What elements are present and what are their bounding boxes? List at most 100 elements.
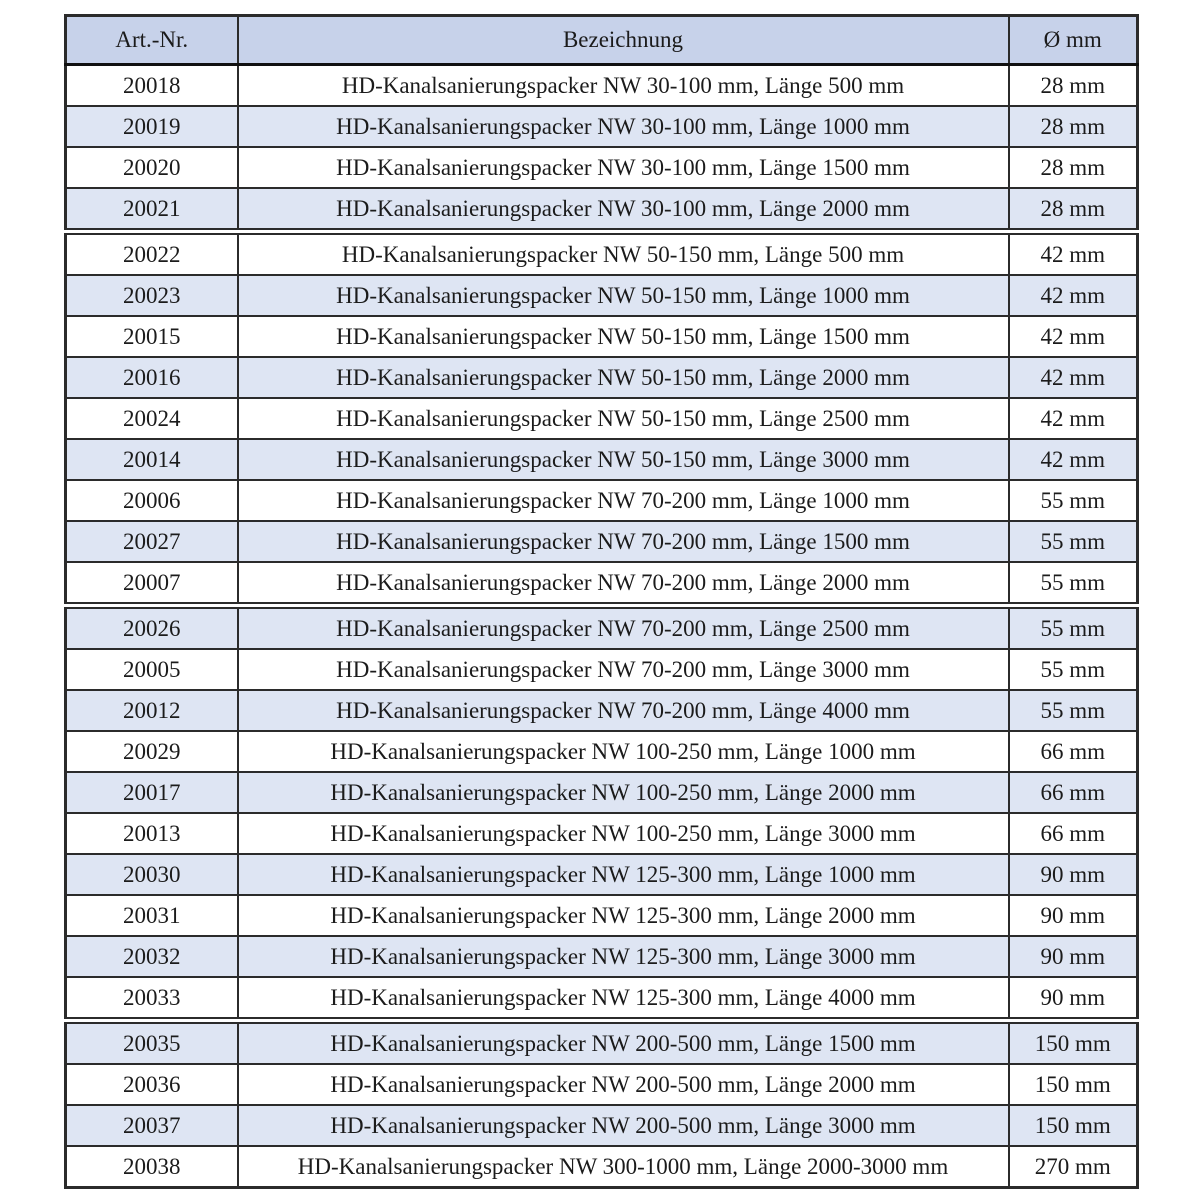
durchmesser-cell: 66 mm (1007, 771, 1139, 814)
art-nr-cell: 20013 (64, 812, 239, 855)
col-header-art-nr: Art.-Nr. (64, 14, 239, 66)
art-nr-cell: 20032 (64, 935, 239, 978)
bezeichnung-cell: HD-Kanalsanierungspacker NW 200-500 mm, … (236, 1063, 1010, 1106)
durchmesser-cell: 42 mm (1007, 315, 1139, 358)
bezeichnung-cell: HD-Kanalsanierungspacker NW 30-100 mm, L… (236, 63, 1010, 107)
product-table-body: 20018 HD-Kanalsanierungspacker NW 30-100 … (64, 63, 1139, 1189)
durchmesser-cell: 28 mm (1007, 146, 1139, 189)
art-nr-cell: 20021 (64, 187, 239, 233)
col-header-durchmesser: Ø mm (1007, 14, 1139, 66)
catalog-page: Art.-Nr. Bezeichnung Ø mm 20018 HD-Kanals… (64, 14, 1139, 1189)
table-row: 20022 HD-Kanalsanierungspacker NW 50-150 … (64, 228, 1139, 276)
table-row: 20026 HD-Kanalsanierungspacker NW 70-200 … (64, 602, 1139, 650)
durchmesser-cell: 150 mm (1007, 1104, 1139, 1147)
art-nr-cell: 20024 (64, 397, 239, 440)
art-nr-cell: 20029 (64, 730, 239, 773)
bezeichnung-cell: HD-Kanalsanierungspacker NW 125-300 mm, … (236, 853, 1010, 896)
table-row: 20021 HD-Kanalsanierungspacker NW 30-100 … (64, 187, 1139, 233)
table-row: 20032 HD-Kanalsanierungspacker NW 125-300… (64, 935, 1139, 978)
bezeichnung-cell: HD-Kanalsanierungspacker NW 30-100 mm, L… (236, 105, 1010, 148)
table-row: 20020 HD-Kanalsanierungspacker NW 30-100 … (64, 146, 1139, 189)
product-table-header: Art.-Nr. Bezeichnung Ø mm (64, 14, 1139, 66)
bezeichnung-cell: HD-Kanalsanierungspacker NW 50-150 mm, L… (236, 274, 1010, 317)
table-row: 20007 HD-Kanalsanierungspacker NW 70-200 … (64, 561, 1139, 607)
table-row: 20015 HD-Kanalsanierungspacker NW 50-150 … (64, 315, 1139, 358)
art-nr-cell: 20037 (64, 1104, 239, 1147)
durchmesser-cell: 55 mm (1007, 479, 1139, 522)
bezeichnung-cell: HD-Kanalsanierungspacker NW 125-300 mm, … (236, 976, 1010, 1022)
bezeichnung-cell: HD-Kanalsanierungspacker NW 200-500 mm, … (236, 1104, 1010, 1147)
bezeichnung-cell: HD-Kanalsanierungspacker NW 50-150 mm, L… (236, 397, 1010, 440)
durchmesser-cell: 90 mm (1007, 853, 1139, 896)
bezeichnung-cell: HD-Kanalsanierungspacker NW 70-200 mm, L… (236, 602, 1010, 650)
art-nr-cell: 20015 (64, 315, 239, 358)
durchmesser-cell: 66 mm (1007, 812, 1139, 855)
col-header-bezeichnung: Bezeichnung (236, 14, 1010, 66)
durchmesser-cell: 42 mm (1007, 438, 1139, 481)
table-row: 20033 HD-Kanalsanierungspacker NW 125-300… (64, 976, 1139, 1022)
bezeichnung-cell: HD-Kanalsanierungspacker NW 50-150 mm, L… (236, 228, 1010, 276)
art-nr-cell: 20014 (64, 438, 239, 481)
durchmesser-cell: 55 mm (1007, 689, 1139, 732)
table-row: 20023 HD-Kanalsanierungspacker NW 50-150 … (64, 274, 1139, 317)
durchmesser-cell: 42 mm (1007, 274, 1139, 317)
art-nr-cell: 20030 (64, 853, 239, 896)
bezeichnung-cell: HD-Kanalsanierungspacker NW 100-250 mm, … (236, 771, 1010, 814)
table-row: 20031 HD-Kanalsanierungspacker NW 125-300… (64, 894, 1139, 937)
table-row: 20013 HD-Kanalsanierungspacker NW 100-250… (64, 812, 1139, 855)
table-row: 20005 HD-Kanalsanierungspacker NW 70-200 … (64, 648, 1139, 691)
durchmesser-cell: 55 mm (1007, 648, 1139, 691)
art-nr-cell: 20031 (64, 894, 239, 937)
durchmesser-cell: 150 mm (1007, 1063, 1139, 1106)
art-nr-cell: 20023 (64, 274, 239, 317)
header-row: Art.-Nr. Bezeichnung Ø mm (64, 14, 1139, 66)
art-nr-cell: 20017 (64, 771, 239, 814)
art-nr-cell: 20020 (64, 146, 239, 189)
table-row: 20014 HD-Kanalsanierungspacker NW 50-150 … (64, 438, 1139, 481)
bezeichnung-cell: HD-Kanalsanierungspacker NW 30-100 mm, L… (236, 187, 1010, 233)
table-row: 20037 HD-Kanalsanierungspacker NW 200-500… (64, 1104, 1139, 1147)
durchmesser-cell: 55 mm (1007, 520, 1139, 563)
art-nr-cell: 20005 (64, 648, 239, 691)
bezeichnung-cell: HD-Kanalsanierungspacker NW 200-500 mm, … (236, 1017, 1010, 1065)
table-row: 20012 HD-Kanalsanierungspacker NW 70-200 … (64, 689, 1139, 732)
durchmesser-cell: 55 mm (1007, 561, 1139, 607)
art-nr-cell: 20026 (64, 602, 239, 650)
table-row: 20038 HD-Kanalsanierungspacker NW 300-100… (64, 1145, 1139, 1189)
table-row: 20017 HD-Kanalsanierungspacker NW 100-250… (64, 771, 1139, 814)
durchmesser-cell: 28 mm (1007, 105, 1139, 148)
table-row: 20018 HD-Kanalsanierungspacker NW 30-100 … (64, 63, 1139, 107)
art-nr-cell: 20038 (64, 1145, 239, 1189)
table-row: 20029 HD-Kanalsanierungspacker NW 100-250… (64, 730, 1139, 773)
table-row: 20030 HD-Kanalsanierungspacker NW 125-300… (64, 853, 1139, 896)
bezeichnung-cell: HD-Kanalsanierungspacker NW 100-250 mm, … (236, 812, 1010, 855)
art-nr-cell: 20012 (64, 689, 239, 732)
bezeichnung-cell: HD-Kanalsanierungspacker NW 70-200 mm, L… (236, 689, 1010, 732)
bezeichnung-cell: HD-Kanalsanierungspacker NW 125-300 mm, … (236, 894, 1010, 937)
bezeichnung-cell: HD-Kanalsanierungspacker NW 50-150 mm, L… (236, 438, 1010, 481)
art-nr-cell: 20036 (64, 1063, 239, 1106)
art-nr-cell: 20022 (64, 228, 239, 276)
durchmesser-cell: 55 mm (1007, 602, 1139, 650)
art-nr-cell: 20035 (64, 1017, 239, 1065)
durchmesser-cell: 150 mm (1007, 1017, 1139, 1065)
bezeichnung-cell: HD-Kanalsanierungspacker NW 125-300 mm, … (236, 935, 1010, 978)
product-table: Art.-Nr. Bezeichnung Ø mm 20018 HD-Kanals… (64, 14, 1139, 1189)
durchmesser-cell: 42 mm (1007, 356, 1139, 399)
durchmesser-cell: 28 mm (1007, 63, 1139, 107)
durchmesser-cell: 42 mm (1007, 228, 1139, 276)
bezeichnung-cell: HD-Kanalsanierungspacker NW 70-200 mm, L… (236, 479, 1010, 522)
table-row: 20019 HD-Kanalsanierungspacker NW 30-100 … (64, 105, 1139, 148)
table-row: 20027 HD-Kanalsanierungspacker NW 70-200 … (64, 520, 1139, 563)
bezeichnung-cell: HD-Kanalsanierungspacker NW 50-150 mm, L… (236, 356, 1010, 399)
durchmesser-cell: 42 mm (1007, 397, 1139, 440)
table-row: 20024 HD-Kanalsanierungspacker NW 50-150 … (64, 397, 1139, 440)
durchmesser-cell: 90 mm (1007, 976, 1139, 1022)
bezeichnung-cell: HD-Kanalsanierungspacker NW 70-200 mm, L… (236, 520, 1010, 563)
durchmesser-cell: 28 mm (1007, 187, 1139, 233)
art-nr-cell: 20027 (64, 520, 239, 563)
durchmesser-cell: 270 mm (1007, 1145, 1139, 1189)
table-row: 20006 HD-Kanalsanierungspacker NW 70-200 … (64, 479, 1139, 522)
art-nr-cell: 20018 (64, 63, 239, 107)
durchmesser-cell: 66 mm (1007, 730, 1139, 773)
